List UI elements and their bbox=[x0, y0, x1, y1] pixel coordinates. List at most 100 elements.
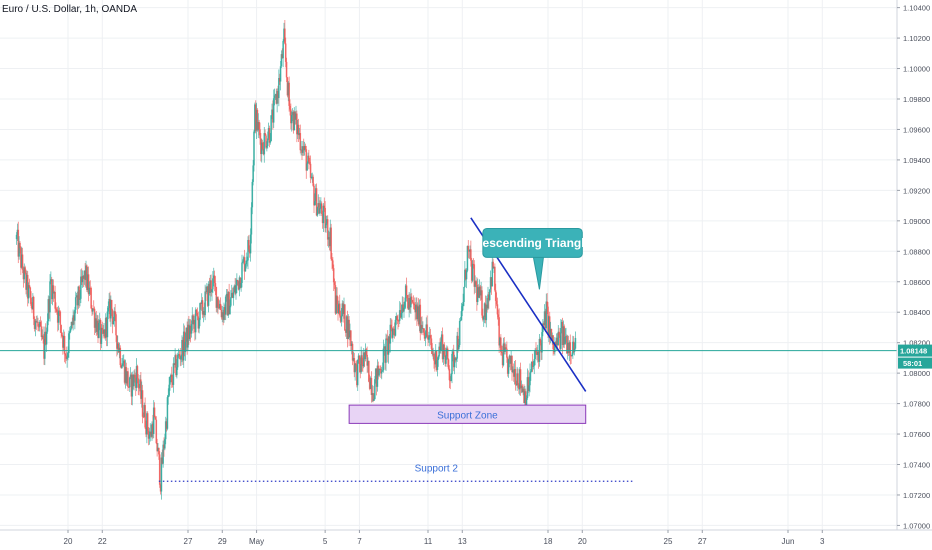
candle bbox=[284, 37, 287, 68]
candle-body bbox=[279, 66, 282, 82]
candle bbox=[56, 307, 58, 315]
candle-body bbox=[447, 359, 450, 369]
candle-body bbox=[280, 54, 283, 67]
candle-body bbox=[143, 405, 146, 417]
candle-body bbox=[112, 320, 115, 325]
candle bbox=[291, 108, 294, 122]
candle bbox=[68, 326, 71, 340]
candle bbox=[122, 355, 124, 367]
candle bbox=[513, 360, 516, 385]
candle bbox=[260, 138, 263, 163]
candle-body bbox=[497, 314, 500, 318]
candle-body bbox=[63, 335, 66, 354]
candle-body bbox=[434, 360, 436, 365]
candle-body bbox=[134, 377, 137, 388]
candle-body bbox=[28, 285, 31, 288]
candle-body bbox=[349, 330, 351, 338]
candle-body bbox=[324, 207, 326, 229]
candle-body bbox=[175, 355, 177, 376]
candle-body bbox=[305, 149, 308, 171]
candle-body bbox=[365, 349, 368, 355]
candle-body bbox=[236, 280, 238, 285]
candle bbox=[198, 317, 200, 334]
candle-body bbox=[195, 309, 198, 313]
candle bbox=[400, 304, 403, 320]
candle-body bbox=[429, 335, 432, 339]
candle bbox=[264, 129, 266, 136]
candle-body bbox=[268, 128, 271, 143]
candle-body bbox=[254, 104, 257, 131]
candle-body bbox=[15, 234, 18, 240]
candle bbox=[283, 22, 285, 42]
candle-body bbox=[397, 320, 399, 321]
candle-body bbox=[181, 339, 183, 356]
countdown-badge: 58:01 bbox=[898, 357, 932, 369]
candle-body bbox=[25, 272, 27, 290]
candle-body bbox=[357, 355, 360, 360]
y-tick-label: 1.08000 bbox=[903, 369, 930, 378]
candle bbox=[459, 317, 462, 322]
candle bbox=[120, 363, 122, 369]
candle bbox=[163, 437, 165, 457]
candle-body bbox=[292, 112, 295, 131]
candle bbox=[560, 319, 563, 334]
candle bbox=[46, 313, 49, 334]
candle bbox=[364, 343, 367, 362]
candle bbox=[75, 292, 78, 298]
candle bbox=[506, 356, 509, 377]
candle-body bbox=[263, 133, 266, 155]
candle-body bbox=[38, 321, 41, 327]
candle bbox=[155, 416, 158, 445]
candle bbox=[570, 354, 572, 364]
candle bbox=[323, 197, 326, 212]
candle bbox=[296, 119, 299, 140]
candle-body bbox=[92, 308, 95, 310]
candle-body bbox=[482, 315, 484, 320]
candle-body bbox=[95, 318, 98, 332]
candle bbox=[377, 361, 380, 380]
candle-body bbox=[489, 277, 492, 290]
time-axis[interactable]: 20 22 27 29 May 5 7 11 13 18 20 25 27 Jun 3 bbox=[64, 530, 826, 546]
x-tick-label: 29 bbox=[218, 537, 227, 546]
price-axis[interactable]: 1.10400 1.10200 1.10000 1.09800 1.09600 1.094… bbox=[897, 4, 932, 531]
candle bbox=[500, 334, 502, 356]
countdown-badge-bg bbox=[898, 357, 932, 369]
candle bbox=[494, 283, 497, 309]
candle bbox=[565, 327, 567, 343]
candle-body bbox=[542, 323, 545, 326]
candle-body bbox=[260, 138, 262, 155]
candle bbox=[238, 275, 241, 297]
candle-body bbox=[122, 360, 125, 364]
current-price-badge-bg bbox=[898, 344, 932, 357]
candle-body bbox=[438, 346, 440, 357]
candle bbox=[418, 299, 421, 332]
candle-body bbox=[409, 298, 411, 308]
candle-body bbox=[272, 98, 275, 123]
candle bbox=[99, 318, 102, 350]
candle bbox=[158, 451, 161, 488]
candle bbox=[561, 317, 564, 355]
candle bbox=[412, 295, 415, 310]
candle bbox=[105, 316, 108, 347]
candle bbox=[206, 283, 208, 295]
candle bbox=[261, 139, 264, 151]
candle bbox=[426, 315, 428, 339]
candle-body bbox=[422, 328, 424, 330]
candle-body bbox=[299, 133, 302, 151]
candle bbox=[183, 325, 186, 357]
candle bbox=[56, 306, 59, 332]
candle-body bbox=[441, 334, 444, 360]
candle-body bbox=[391, 328, 393, 338]
candle-body bbox=[566, 336, 568, 354]
candle bbox=[362, 357, 364, 372]
candle bbox=[317, 194, 320, 214]
candle-body bbox=[392, 328, 395, 330]
x-tick-label: May bbox=[249, 537, 264, 546]
candle bbox=[83, 270, 86, 285]
candle bbox=[65, 346, 68, 361]
candle-body bbox=[273, 95, 276, 99]
candle-body bbox=[96, 320, 98, 332]
candle-body bbox=[506, 348, 508, 358]
